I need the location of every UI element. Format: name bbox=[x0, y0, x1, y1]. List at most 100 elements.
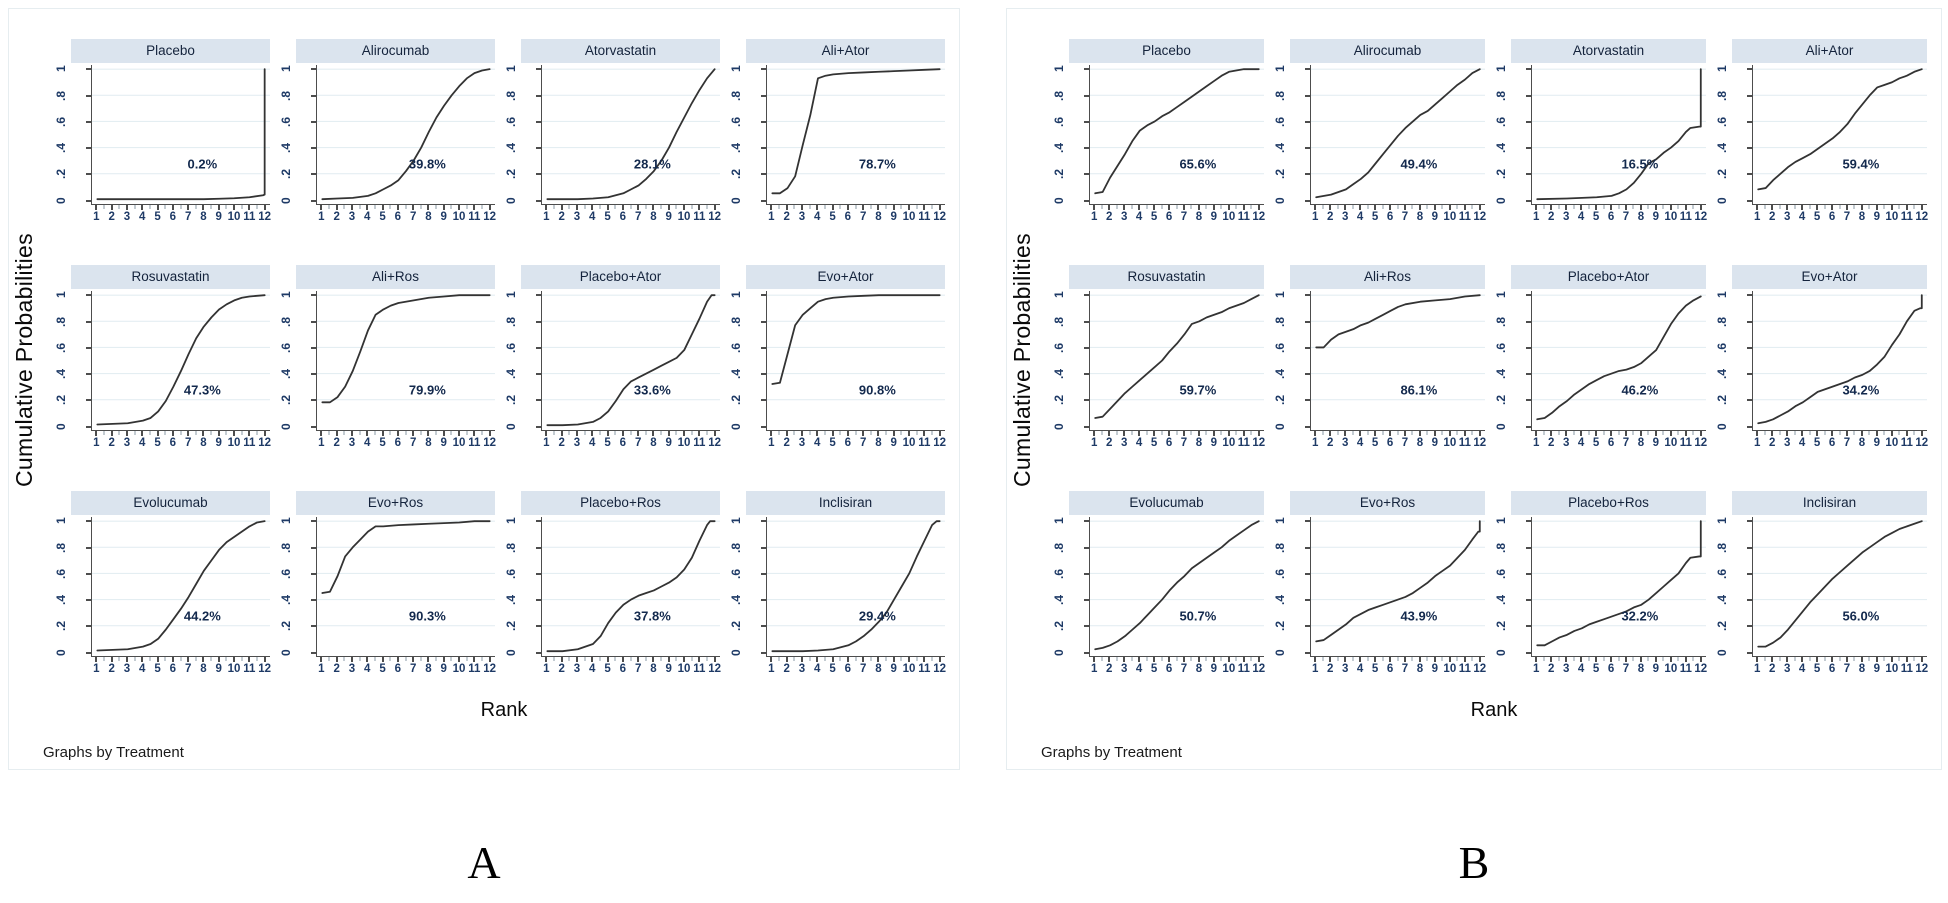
subplot-title: Ali+Ator bbox=[1732, 39, 1927, 63]
x-tick bbox=[1816, 205, 1819, 210]
x-minor-tick bbox=[241, 657, 243, 661]
x-tick-label: 8 bbox=[875, 211, 882, 223]
x-tick-label: 8 bbox=[875, 437, 882, 449]
x-tick bbox=[1669, 205, 1672, 210]
x-minor-tick bbox=[343, 657, 345, 661]
y-tick bbox=[536, 120, 541, 123]
x-tick bbox=[1359, 205, 1362, 210]
x-tick bbox=[1093, 657, 1096, 662]
y-tick-label: .8 bbox=[1052, 316, 1066, 327]
y-tick bbox=[311, 546, 316, 549]
x-tick-label: 8 bbox=[1195, 663, 1203, 675]
subplot: Evo+Ator 0.2.4.6.8 1 34.2% 1 2 3 4 5 6 7 8 9 10 11 12 bbox=[1710, 265, 1931, 457]
x-tick bbox=[95, 657, 98, 662]
x-tick-label: 4 bbox=[1798, 663, 1806, 675]
x-minor-tick bbox=[1367, 657, 1369, 661]
y-tick bbox=[761, 520, 766, 523]
x-tick-label: 10 bbox=[1885, 663, 1899, 675]
x-tick bbox=[606, 205, 609, 210]
x-tick-label: 8 bbox=[1195, 437, 1203, 449]
x-minor-tick bbox=[824, 431, 826, 435]
y-tick-label: .8 bbox=[54, 542, 68, 553]
y-tick-label: 0 bbox=[1273, 197, 1287, 205]
y-tick-label: .6 bbox=[1715, 342, 1729, 353]
x-tick-label: 4 bbox=[364, 663, 371, 675]
x-tick bbox=[125, 657, 128, 662]
x-minor-tick bbox=[645, 205, 647, 209]
x-tick bbox=[713, 205, 716, 210]
x-tick bbox=[156, 431, 159, 436]
y-tick bbox=[1084, 546, 1089, 549]
x-minor-tick bbox=[1839, 657, 1840, 661]
y-tick-label: .2 bbox=[1273, 621, 1287, 632]
y-tick bbox=[1084, 346, 1089, 349]
x-tick-label: 2 bbox=[558, 211, 565, 223]
x-tick bbox=[1580, 657, 1583, 662]
x-tick bbox=[95, 205, 98, 210]
x-tick bbox=[698, 205, 701, 210]
x-minor-tick bbox=[885, 657, 887, 661]
cumulative-probability-curve bbox=[547, 295, 714, 425]
x-tick bbox=[202, 657, 205, 662]
x-tick-label: 7 bbox=[1622, 663, 1630, 675]
panel-label-A: A bbox=[467, 837, 501, 888]
cumulative-probability-curve bbox=[1758, 295, 1922, 423]
x-tick-label: 5 bbox=[154, 211, 161, 223]
x-tick-label: 7 bbox=[184, 437, 192, 449]
sucra-value: 39.8% bbox=[408, 156, 446, 172]
x-tick bbox=[877, 205, 880, 210]
x-minor-tick bbox=[1603, 431, 1605, 435]
x-minor-tick bbox=[1543, 205, 1545, 209]
x-minor-tick bbox=[675, 657, 677, 661]
subplot-title: Evolucumab bbox=[1069, 491, 1264, 515]
y-tick-label: .6 bbox=[729, 568, 743, 579]
x-tick bbox=[412, 657, 415, 662]
x-tick bbox=[1831, 205, 1834, 210]
x-tick bbox=[1699, 431, 1702, 436]
x-tick-label: 9 bbox=[890, 437, 897, 449]
y-tick-label: .6 bbox=[729, 342, 743, 353]
y-tick-label: .2 bbox=[1494, 169, 1508, 180]
y-tick bbox=[1305, 120, 1310, 123]
x-minor-tick bbox=[900, 657, 902, 661]
x-tick bbox=[621, 205, 624, 210]
x-minor-tick bbox=[1131, 657, 1133, 661]
x-tick bbox=[862, 657, 865, 662]
x-minor-tick bbox=[1146, 205, 1148, 209]
x-tick bbox=[488, 205, 491, 210]
sucra-value: 28.1% bbox=[633, 156, 671, 172]
x-minor-tick bbox=[1883, 431, 1885, 435]
x-minor-tick bbox=[1824, 205, 1826, 209]
x-tick bbox=[381, 205, 384, 210]
x-tick bbox=[1845, 431, 1848, 436]
y-tick-label: .2 bbox=[1052, 169, 1066, 180]
subplot-grid-A: Placebo 0.2.4.6.8 1 0.2% 1 2 3 4 5 6 7 8 9 10 11 12 Alir… bbox=[49, 39, 949, 683]
y-tick-label: .2 bbox=[279, 169, 293, 180]
y-tick-label: .6 bbox=[504, 342, 518, 353]
x-minor-tick bbox=[149, 657, 151, 661]
x-minor-tick bbox=[420, 657, 422, 661]
x-minor-tick bbox=[1809, 657, 1811, 661]
x-tick-label: 5 bbox=[1371, 211, 1379, 223]
y-tick bbox=[1526, 120, 1531, 123]
x-tick-label: 1 bbox=[1091, 663, 1098, 675]
x-minor-tick bbox=[1250, 205, 1252, 209]
x-tick bbox=[125, 205, 128, 210]
x-tick bbox=[1684, 205, 1687, 210]
x-minor-tick bbox=[1898, 205, 1900, 209]
x-tick-label: 3 bbox=[1341, 663, 1349, 675]
x-tick bbox=[785, 205, 788, 210]
x-tick bbox=[1816, 657, 1819, 662]
x-tick bbox=[831, 657, 834, 662]
x-minor-tick bbox=[405, 205, 406, 209]
x-minor-tick bbox=[359, 205, 361, 209]
x-minor-tick bbox=[691, 431, 693, 435]
sucra-value: 56.0% bbox=[1842, 608, 1880, 624]
x-tick bbox=[637, 431, 640, 436]
y-tick-label: .4 bbox=[504, 595, 518, 606]
y-tick bbox=[536, 294, 541, 297]
y-tick bbox=[1305, 94, 1310, 97]
x-tick bbox=[396, 657, 399, 662]
x-minor-tick bbox=[1618, 657, 1619, 661]
subplot-title: Evolucumab bbox=[71, 491, 270, 515]
